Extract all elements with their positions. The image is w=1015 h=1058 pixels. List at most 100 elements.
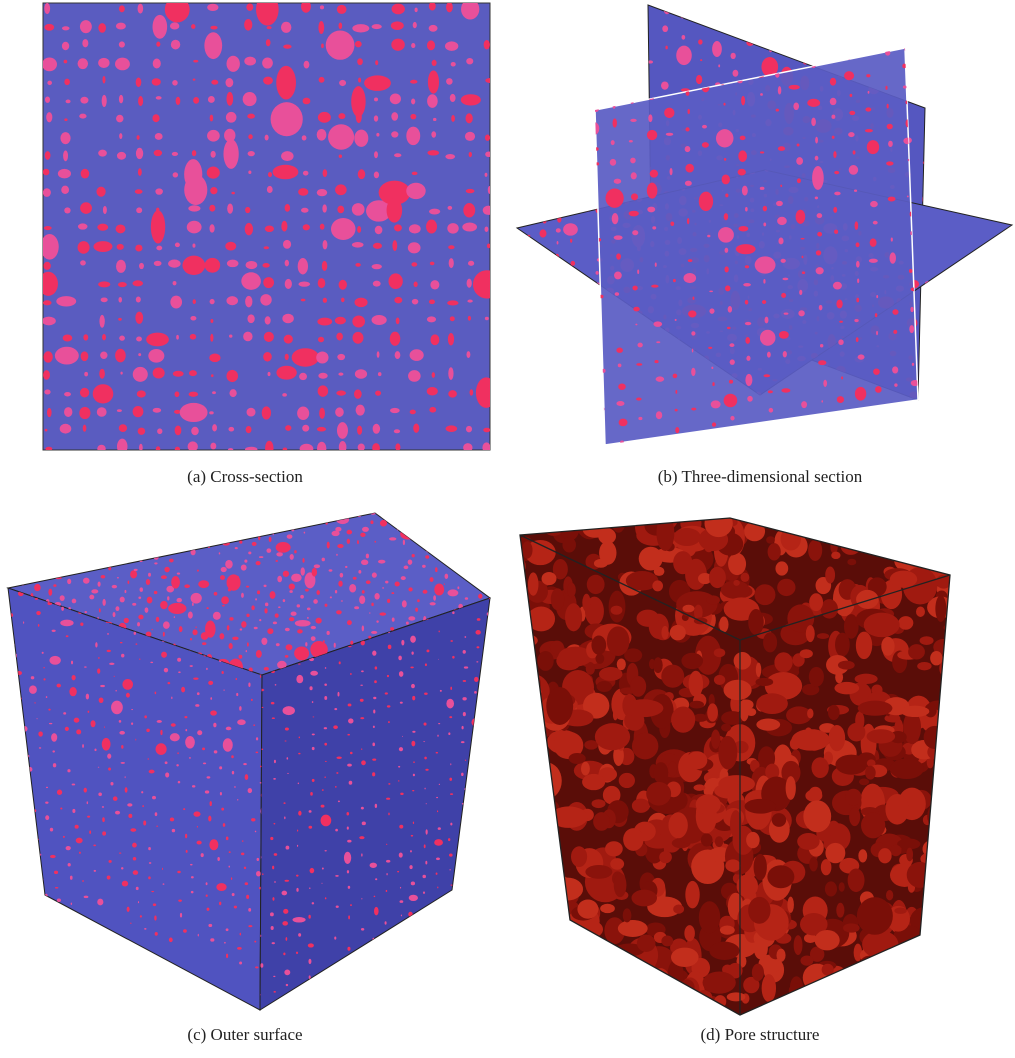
pore	[71, 661, 73, 665]
pore	[324, 684, 327, 686]
pore	[401, 914, 402, 916]
pore	[89, 830, 91, 834]
pore	[155, 812, 158, 816]
pore	[936, 950, 947, 968]
pore	[482, 442, 490, 452]
pore	[322, 867, 324, 869]
pore	[802, 271, 805, 274]
pore	[154, 915, 156, 920]
pore	[461, 741, 465, 743]
pore	[263, 277, 274, 288]
pore	[910, 307, 913, 312]
pore	[427, 316, 436, 322]
pore	[138, 168, 142, 176]
pore	[754, 854, 767, 881]
pore	[388, 783, 390, 785]
pore	[935, 595, 946, 622]
pore	[275, 684, 277, 685]
pore	[943, 887, 956, 901]
pore	[298, 664, 301, 665]
pore	[375, 60, 378, 65]
pore	[542, 572, 557, 585]
pore	[450, 884, 452, 885]
pore	[489, 705, 491, 707]
pore	[856, 298, 859, 303]
pore	[313, 599, 318, 604]
pore	[921, 523, 933, 536]
pore	[854, 319, 858, 322]
pore	[518, 963, 525, 978]
pore	[260, 782, 262, 783]
pore	[130, 923, 131, 924]
pore	[843, 923, 860, 932]
pore	[183, 929, 187, 932]
pore	[374, 680, 377, 683]
pore	[267, 186, 273, 193]
pore	[520, 860, 531, 872]
pore	[577, 899, 598, 918]
pore	[153, 15, 168, 39]
pore	[283, 909, 288, 914]
pore	[386, 952, 387, 954]
pore	[337, 544, 343, 548]
pore	[154, 591, 158, 594]
pore	[274, 823, 276, 824]
pore	[134, 569, 138, 571]
pore	[476, 377, 497, 408]
pore	[803, 800, 831, 832]
pore	[924, 726, 946, 749]
pore	[126, 693, 130, 698]
pore	[906, 996, 920, 1005]
caption: (d) Pore structure	[701, 1025, 820, 1044]
pore	[587, 575, 605, 594]
pore	[377, 351, 380, 358]
pore	[903, 85, 907, 88]
pore	[618, 383, 626, 390]
pore	[122, 881, 128, 887]
pore	[561, 921, 574, 927]
pore	[113, 612, 116, 617]
pore	[800, 649, 813, 658]
pore	[898, 616, 913, 630]
pore	[213, 612, 221, 620]
pore	[206, 668, 208, 670]
pore	[390, 408, 400, 413]
pore	[168, 260, 181, 268]
pore	[117, 577, 119, 579]
pore	[197, 826, 198, 828]
pore	[724, 213, 728, 220]
pore	[723, 680, 751, 700]
pore	[349, 781, 353, 785]
pore	[410, 410, 416, 415]
pore	[534, 933, 553, 949]
pore	[782, 278, 788, 281]
pore	[835, 995, 860, 1008]
pore	[991, 324, 997, 328]
pore	[936, 751, 948, 763]
pore	[35, 825, 37, 827]
pore	[636, 398, 642, 401]
pore	[321, 815, 332, 827]
pore	[262, 406, 271, 419]
pore	[64, 60, 68, 64]
pore	[446, 544, 449, 550]
pore	[449, 537, 454, 543]
pore	[240, 628, 243, 630]
pore	[890, 252, 896, 263]
pore	[797, 833, 819, 850]
pore	[513, 689, 522, 700]
pore	[668, 812, 687, 838]
pore	[745, 265, 749, 268]
pore	[94, 870, 96, 872]
pore	[373, 424, 380, 434]
pore	[483, 428, 490, 433]
pore	[89, 595, 94, 600]
pore	[212, 424, 217, 431]
pore	[193, 60, 198, 63]
pore	[815, 197, 818, 200]
pore	[227, 260, 239, 268]
pore	[873, 368, 880, 374]
pore	[45, 429, 48, 432]
pore	[67, 769, 70, 772]
pore	[673, 374, 678, 379]
